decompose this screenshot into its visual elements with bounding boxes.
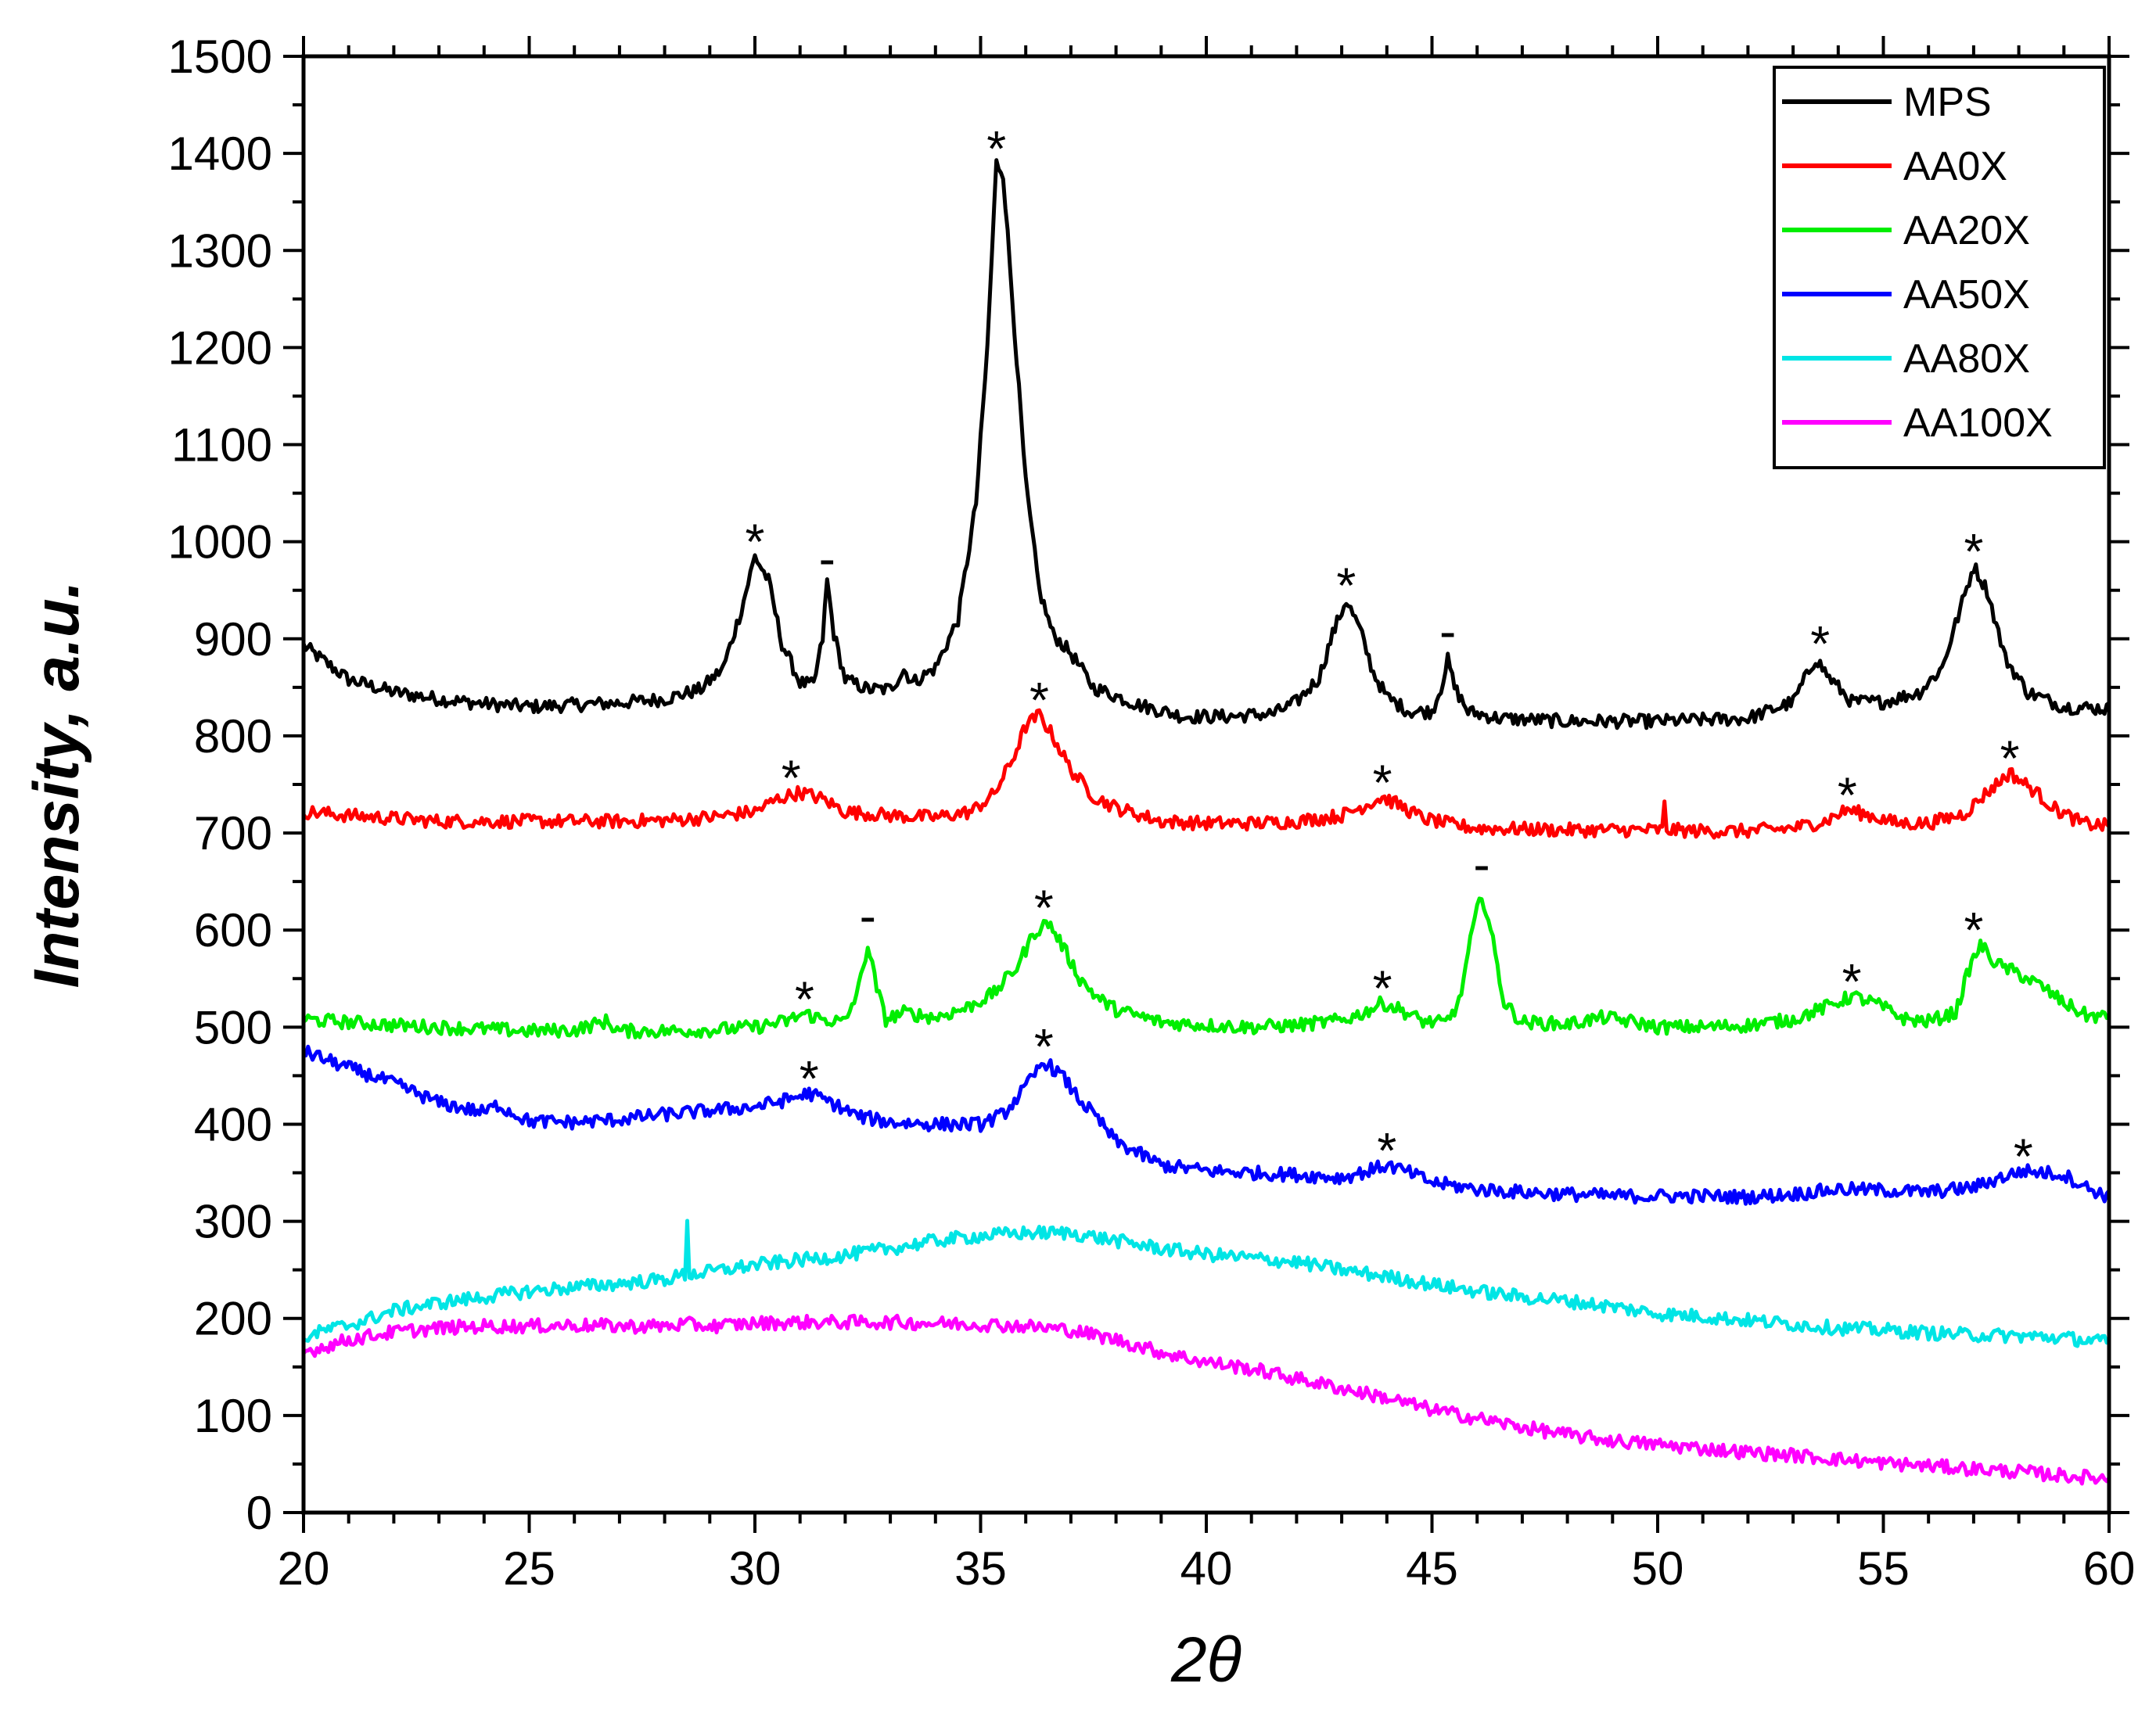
x-tick-label: 30	[729, 1542, 782, 1595]
series-layer	[301, 158, 2111, 1486]
y-tick-label: 700	[194, 807, 272, 860]
legend: MPS AA0X AA20X AA50X AA80X AA100X	[1773, 66, 2106, 469]
peak-marker-dash: -	[1473, 836, 1489, 892]
legend-box	[1773, 66, 2106, 469]
series-line-aa100x	[302, 1313, 2111, 1486]
legend-label: AA50X	[1903, 272, 2030, 318]
y-tick-label: 100	[194, 1390, 272, 1442]
x-tick-label: 20	[278, 1542, 330, 1595]
y-tick-label: 1100	[171, 419, 272, 472]
y-tick-label: 1200	[168, 321, 272, 374]
peak-marker-star: *	[2000, 730, 2020, 786]
x-axis: 20 25 30 35 40 45 50 55 60	[278, 36, 2136, 1595]
x-axis-title: 2θ	[1170, 1624, 1241, 1696]
peak-marker-star: *	[986, 120, 1006, 177]
x-tick-label: 40	[1180, 1542, 1233, 1595]
y-tick-label: 1500	[168, 31, 272, 83]
series-line-aa0x	[302, 708, 2111, 840]
peak-marker-star: *	[1964, 523, 1983, 580]
y-tick-label: 900	[194, 613, 272, 666]
x-tick-label: 60	[2083, 1542, 2136, 1595]
series-line-mps	[301, 158, 2111, 730]
peak-marker-star: *	[1373, 755, 1392, 811]
peak-marker-star: *	[1964, 902, 1983, 958]
y-tick-label: 1000	[168, 516, 272, 569]
peak-marker-star: *	[795, 971, 814, 1027]
y-tick-label: 200	[194, 1293, 272, 1345]
y-tick-label: 400	[194, 1098, 272, 1150]
y-tick-label: 300	[194, 1196, 272, 1248]
y-tick-label: 1400	[168, 127, 272, 180]
peak-marker-star: *	[1373, 960, 1392, 1017]
y-tick-label: 800	[194, 710, 272, 763]
series-line-aa80x	[302, 1218, 2111, 1348]
peak-marker-dash: -	[860, 888, 876, 944]
peak-marker-star: *	[800, 1050, 819, 1107]
legend-label: AA80X	[1903, 336, 2030, 382]
y-tick-label: 1300	[168, 224, 272, 277]
peak-marker-star: *	[1377, 1122, 1396, 1179]
y-tick-label: 0	[246, 1487, 272, 1539]
peak-marker-star: *	[1034, 1018, 1054, 1075]
peak-marker-star: *	[1336, 558, 1356, 614]
legend-label: AA0X	[1903, 144, 2007, 189]
peak-marker-star: *	[1838, 767, 1857, 824]
legend-label: AA100X	[1903, 400, 2053, 446]
y-axis: 0 100 200 300 400 500 600 700 800 900 1000 1100 1200…	[168, 31, 2129, 1539]
y-axis-title: Intensity, a.u.	[21, 581, 92, 989]
peak-marker-star: *	[782, 749, 801, 806]
series-line-aa20x	[302, 896, 2110, 1039]
x-tick-label: 45	[1406, 1542, 1458, 1595]
x-tick-label: 35	[954, 1542, 1007, 1595]
peak-marker-dash: -	[819, 530, 835, 587]
x-tick-label: 25	[503, 1542, 555, 1595]
peak-marker-star: *	[1034, 880, 1054, 936]
series-line-aa50x	[303, 1044, 2111, 1206]
peak-marker-star: *	[2014, 1128, 2033, 1184]
marker-layer: * -**- ***** ***- **-***** *	[746, 120, 2033, 1185]
peak-marker-star: *	[1810, 616, 1830, 672]
legend-label: AA20X	[1903, 208, 2030, 253]
peak-marker-dash: -	[1439, 603, 1456, 659]
x-tick-label: 55	[1857, 1542, 1910, 1595]
y-tick-label: 500	[194, 1001, 272, 1053]
x-tick-label: 50	[1632, 1542, 1684, 1595]
peak-marker-star: *	[1029, 672, 1049, 728]
legend-label: MPS	[1903, 80, 1992, 125]
y-tick-label: 600	[194, 904, 272, 956]
peak-marker-star: *	[1842, 953, 1862, 1010]
peak-marker-star: *	[746, 514, 765, 570]
